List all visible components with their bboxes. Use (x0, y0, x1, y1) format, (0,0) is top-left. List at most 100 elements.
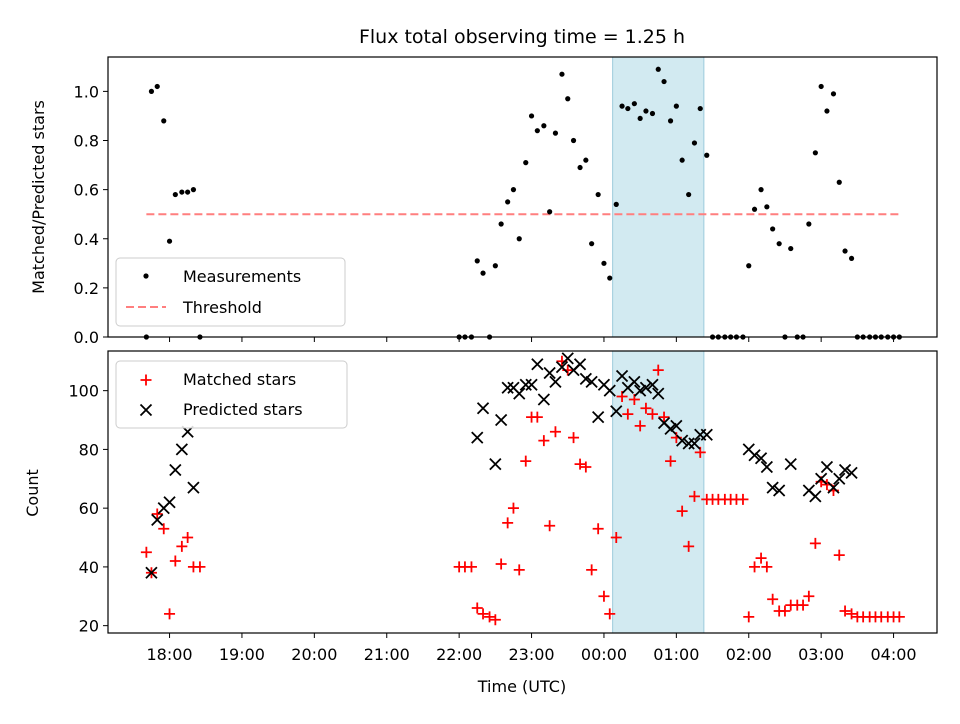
x-tick-label: 00:00 (581, 645, 627, 664)
matched-point (743, 611, 755, 623)
predicted-point (561, 352, 574, 365)
top-panel: 0.0 0.2 0.4 0.6 0.8 1.0 Measurements Threshold (74, 56, 938, 347)
top-y-tick-label: 0.0 (74, 328, 99, 347)
measurement-point (806, 221, 812, 227)
legend-measurements-label: Measurements (183, 267, 301, 286)
predicted-point (592, 410, 605, 424)
predicted-point (531, 358, 544, 371)
predicted-point (838, 463, 852, 477)
matched-point (683, 540, 695, 552)
bottom-legend: Matched stars Predicted stars (115, 360, 348, 429)
top-legend: Measurements Threshold (115, 257, 346, 327)
predicted-point (748, 449, 761, 462)
measurement-point (637, 115, 643, 122)
predicted-point (145, 566, 158, 579)
legend-matched-marker (140, 374, 152, 386)
predicted-point (628, 375, 641, 388)
measurement-point (758, 187, 764, 193)
measurement-point (148, 88, 155, 94)
matched-point (176, 540, 188, 552)
matched-point (846, 608, 858, 620)
bottom-y-tick-label: 20 (79, 617, 99, 636)
measurement-point (589, 241, 595, 247)
measurement-point (190, 187, 197, 193)
matched-point (779, 605, 791, 617)
measurement-point (764, 204, 770, 210)
measurement-point (812, 150, 818, 156)
predicted-point (688, 437, 701, 450)
legend-threshold-label: Threshold (182, 298, 262, 317)
bottom-y-axis-label: Count (23, 469, 42, 517)
measurement-point (643, 108, 649, 114)
predicted-point (495, 413, 508, 427)
predicted-point (175, 443, 188, 456)
top-y-tick-label: 0.6 (74, 181, 99, 200)
predicted-point (610, 405, 623, 418)
measurement-point (570, 137, 577, 144)
measurement-point (697, 105, 703, 112)
matched-point (676, 505, 688, 517)
measurement-point (824, 108, 830, 114)
matched-point (507, 502, 519, 514)
predicted-point (501, 381, 514, 394)
matched-point (803, 590, 815, 602)
bottom-y-tick-label: 100 (68, 382, 99, 401)
measurement-point (510, 187, 517, 193)
predicted-point (549, 375, 562, 388)
measurement-point (848, 255, 855, 262)
matched-point (549, 426, 561, 438)
predicted-point (639, 381, 653, 394)
x-axis-label: Time (UTC) (477, 677, 566, 696)
predicted-point (664, 422, 677, 435)
bottom-legend-box (115, 360, 348, 429)
matched-point (598, 590, 610, 602)
predicted-point (809, 490, 822, 503)
predicted-point (187, 481, 200, 494)
matched-point (502, 517, 514, 529)
matched-point (151, 508, 163, 520)
predicted-point (163, 496, 176, 509)
matched-point (767, 593, 779, 605)
predicted-point (670, 419, 683, 433)
predicted-point (820, 460, 834, 474)
x-tick-label: 19:00 (219, 645, 265, 664)
matched-point (513, 564, 525, 576)
matched-point (634, 420, 646, 432)
measurement-point (601, 260, 607, 266)
measurement-point (788, 245, 794, 252)
bottom-y-tick-label: 40 (79, 558, 99, 577)
predicted-point (766, 481, 779, 494)
matched-point (893, 611, 905, 623)
matched-point (646, 408, 658, 420)
predicted-point (519, 378, 532, 391)
x-tick-label: 22:00 (436, 645, 482, 664)
measurement-point (541, 123, 547, 129)
measurement-point (818, 83, 824, 90)
measurement-point (492, 263, 498, 269)
measurement-point (770, 226, 776, 232)
matched-point (169, 555, 181, 567)
predicted-point (676, 434, 689, 447)
matched-point (833, 549, 845, 561)
matched-point (477, 608, 489, 620)
matched-point (484, 611, 496, 623)
matched-point (749, 561, 761, 573)
measurement-point (842, 248, 848, 254)
matched-point (164, 608, 176, 620)
predicted-point (827, 481, 840, 494)
chart-title: Flux total observing time = 1.25 h (359, 26, 685, 48)
measurement-point (691, 140, 698, 146)
top-y-tick-label: 0.8 (74, 132, 99, 151)
matched-point (544, 520, 556, 532)
matched-point (809, 537, 821, 549)
measurement-point (631, 101, 637, 107)
measurement-point (776, 241, 782, 247)
matched-point (574, 458, 586, 470)
x-tick-label: 04:00 (871, 645, 917, 664)
top-legend-box (115, 257, 346, 327)
measurement-point (480, 270, 486, 276)
matched-point (610, 532, 622, 544)
predicted-point (471, 431, 484, 444)
measurement-point (613, 201, 619, 207)
